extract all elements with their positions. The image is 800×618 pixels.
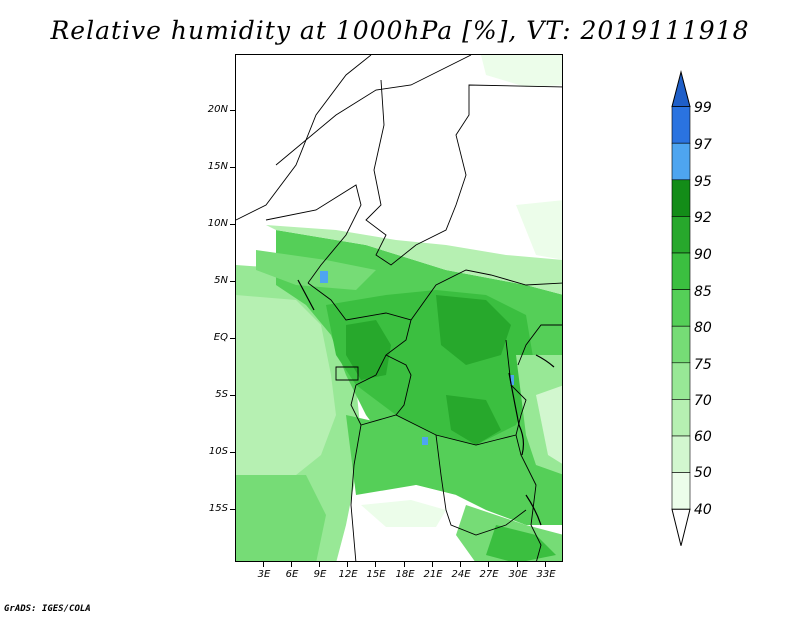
lat-tick [230,395,235,396]
blue-speck-east [510,375,514,385]
south-atlantic-moist [236,475,326,561]
colorbar-segment [671,472,691,510]
colorbar-segment-top [671,70,691,108]
lon-label-15e: 15E [366,569,386,580]
lat-label-5s: 5S [215,389,228,400]
lon-tick [432,562,433,567]
colorbar-segment [671,362,691,400]
lat-tick [230,281,235,282]
coastline-accents [297,279,555,526]
colorbar-label-50: 50 [694,465,712,481]
lat-label-eq: EQ [213,332,228,343]
lon-label-24e: 24E [451,569,471,580]
lon-tick [319,562,320,567]
lon-tick [263,562,264,567]
colorbar-label-95: 95 [694,174,712,190]
blue-speck-south [422,437,428,445]
lon-label-21e: 21E [423,569,443,580]
lon-tick [291,562,292,567]
lon-label-18e: 18E [395,569,415,580]
colorbar-segment [671,289,691,327]
lat-tick [230,110,235,111]
atlantic-drier-patch [236,295,336,475]
colorbar-segment [671,179,691,217]
colorbar-label-97: 97 [694,137,712,153]
lon-tick [517,562,518,567]
colorbar-label-40: 40 [694,502,712,518]
lon-tick [460,562,461,567]
gabon-high-rh [346,320,391,380]
lon-tick [545,562,546,567]
angola-zambia-moist [346,415,562,525]
lat-label-15s: 15S [208,503,228,514]
lat-tick [230,338,235,339]
lon-label-3e: 3E [257,569,271,580]
colorbar-segment [671,325,691,364]
lat-tick [230,509,235,510]
lat-label-20n: 20N [207,104,228,115]
map-panel [235,54,563,562]
colorbar-segment [671,142,691,181]
central-high-rh [436,295,511,365]
colorbar-segment [671,435,691,473]
lon-tick [488,562,489,567]
lon-label-12e: 12E [338,569,358,580]
angola-dry-edge [361,500,446,527]
colorbar-label-75: 75 [694,357,712,373]
colorbar [671,70,691,546]
lat-tick [230,452,235,453]
lat-tick [230,224,235,225]
lon-tick [347,562,348,567]
colorbar-label-80: 80 [694,320,712,336]
credit-text: GrADS: IGES/COLA [4,604,91,614]
nigeria-moist [256,250,376,290]
colorbar-label-90: 90 [694,247,712,263]
colorbar-label-92: 92 [694,210,712,226]
east-africa-dry [536,385,562,464]
south-congo-high-rh [446,395,501,445]
colorbar-segment [671,216,691,254]
lat-label-5n: 5N [214,275,228,286]
colorbar-label-99: 99 [694,100,712,116]
blue-speck-cameroon [320,271,328,283]
lon-tick [375,562,376,567]
colorbar-segment-bottom [671,508,691,546]
lat-label-10n: 10N [207,218,228,229]
southeast-core [486,525,556,561]
colorbar-segment [671,252,691,290]
northeast-trace [481,55,562,87]
lon-label-6e: 6E [285,569,299,580]
colorbar-label-70: 70 [694,393,712,409]
country-borders [236,55,562,561]
colorbar-label-85: 85 [694,284,712,300]
lat-label-10s: 10S [208,446,228,457]
humidity-map [236,55,562,561]
lon-tick [404,562,405,567]
colorbar-label-60: 60 [694,429,712,445]
lat-tick [230,167,235,168]
colorbar-segment [671,106,691,144]
lat-label-15n: 15N [207,161,228,172]
lon-label-9e: 9E [313,569,327,580]
lon-label-33e: 33E [536,569,556,580]
lon-label-30e: 30E [508,569,528,580]
colorbar-segment [671,399,691,437]
map-title: Relative humidity at 1000hPa [%], VT: 20… [50,16,750,45]
east-trace [516,200,562,260]
lon-label-27e: 27E [479,569,499,580]
sahel-transition [266,225,562,295]
